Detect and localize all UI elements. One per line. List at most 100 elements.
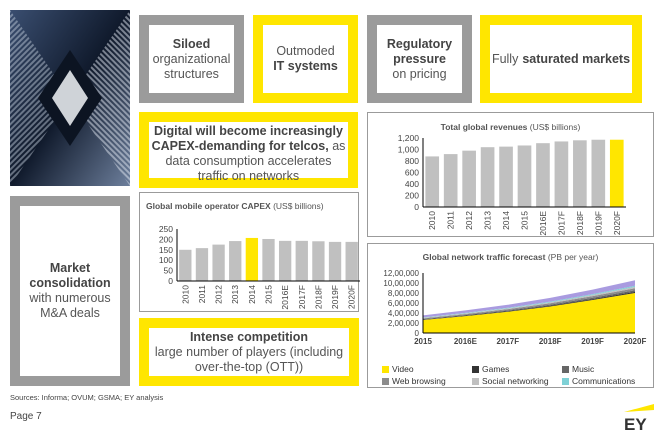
saturated-title: saturated markets <box>522 51 631 66</box>
x-tick-label: 2011 <box>197 285 207 304</box>
bar-2012 <box>462 150 476 207</box>
legend-label: Video <box>392 364 414 374</box>
regulatory-text: on pricing <box>392 66 447 81</box>
x-tick-label: 2018F <box>575 211 585 235</box>
legend-swatch <box>562 366 569 374</box>
x-tick-label: 2010 <box>427 211 437 230</box>
bar-2015 <box>262 238 275 281</box>
legend-item: Games <box>472 364 562 374</box>
legend-item: Web browsing <box>382 376 472 386</box>
y-tick-label: 6,00,000 <box>388 299 420 308</box>
traffic-chart-title: Global network traffic forecast <box>422 252 546 262</box>
digital-text: as data consumption accelerates traffic … <box>165 139 346 183</box>
legend-swatch <box>562 378 569 386</box>
digital-box: Digital will become increasingly CAPEX-d… <box>139 112 358 188</box>
traffic-legend: Video Games Music Web browsing Social networ… <box>382 364 652 386</box>
consolidation-text: with numerous M&A deals <box>29 291 111 320</box>
y-tick-label: 4,00,000 <box>388 309 420 318</box>
building-photo <box>10 10 130 186</box>
y-tick-label: 600 <box>405 168 419 178</box>
legend-item: Social networking <box>472 376 562 386</box>
bar-2010 <box>179 249 192 281</box>
area-other <box>423 280 635 318</box>
x-tick-label: 2017F <box>496 337 519 346</box>
bar-2013 <box>229 241 242 281</box>
capex-chart-title: Global mobile operator CAPEX <box>146 201 271 211</box>
x-tick-label: 2018F <box>539 337 562 346</box>
bar-2016E <box>278 240 292 281</box>
x-tick-label: 2010 <box>180 285 190 304</box>
y-tick-label: 1,200 <box>398 133 420 143</box>
outmoded-title: IT systems <box>273 59 338 73</box>
bar-2012 <box>212 244 225 281</box>
y-tick-label: 200 <box>159 234 173 244</box>
bar-2010 <box>425 156 440 207</box>
x-tick-label: 2020F <box>624 337 647 346</box>
bar-2017F <box>554 141 569 207</box>
y-tick-label: 0 <box>414 202 419 212</box>
y-tick-label: 1,000 <box>398 145 420 155</box>
x-tick-label: 2017F <box>556 211 566 235</box>
saturated-text: Fully <box>491 51 519 66</box>
bar-2014 <box>245 237 259 281</box>
x-tick-label: 2018F <box>313 285 323 309</box>
svg-text:EY: EY <box>624 415 647 432</box>
x-tick-label: 2013 <box>230 285 240 304</box>
legend-swatch <box>472 366 479 374</box>
saturated-box: Fully saturated markets <box>480 15 642 103</box>
bar-2013 <box>480 147 495 207</box>
x-tick-label: 2012 <box>214 285 224 304</box>
x-tick-label: 2020F <box>612 211 622 235</box>
siloed-text: organizational structures <box>152 51 231 81</box>
x-tick-label: 2019F <box>581 337 604 346</box>
x-tick-label: 2016E <box>538 211 548 236</box>
legend-label: Web browsing <box>392 376 446 386</box>
bar-2018F <box>312 241 325 281</box>
legend-swatch <box>382 366 389 374</box>
revenue-chart-title: Total global revenues <box>440 122 528 132</box>
x-tick-label: 2015 <box>264 285 274 304</box>
x-tick-label: 2015 <box>414 337 432 346</box>
y-tick-label: 8,00,000 <box>388 289 420 298</box>
legend-swatch <box>472 378 479 386</box>
bar-2011 <box>195 248 209 281</box>
bar-2011 <box>443 154 458 207</box>
capex-chart: Global mobile operator CAPEX (US$ billio… <box>139 192 360 312</box>
bar-2020F <box>609 139 624 207</box>
y-tick-label: 50 <box>164 266 174 276</box>
y-tick-label: 100 <box>159 255 173 265</box>
legend-label: Music <box>572 364 595 374</box>
bar-2019F <box>328 241 342 281</box>
y-tick-label: 0 <box>168 276 173 286</box>
consolidation-title: Market consolidation <box>29 261 111 290</box>
x-tick-label: 2020F <box>347 285 357 309</box>
outmoded-box: Outmoded IT systems <box>253 15 358 103</box>
siloed-title: Siloed <box>172 36 211 51</box>
page-number: Page 7 <box>10 411 42 422</box>
bar-2016E <box>536 143 550 207</box>
competition-box: Intense competition large number of play… <box>139 318 359 386</box>
x-tick-label: 2013 <box>483 211 493 230</box>
x-tick-label: 2017F <box>297 285 307 309</box>
legend-label: Social networking <box>482 376 549 386</box>
competition-text: large number of players (including over-… <box>154 344 344 374</box>
bar-2015 <box>517 145 532 207</box>
x-tick-label: 2014 <box>501 211 511 230</box>
y-tick-label: 10,00,000 <box>383 279 419 288</box>
revenue-chart-unit: (US$ billions) <box>529 122 581 132</box>
traffic-chart-unit: (PB per year) <box>547 252 599 262</box>
y-tick-label: 150 <box>159 245 173 255</box>
bar-2017F <box>295 240 308 281</box>
y-tick-label: 800 <box>405 156 419 166</box>
capex-chart-unit: (US$ billions) <box>273 201 324 211</box>
outmoded-text: Outmoded <box>276 44 335 58</box>
bar-2018F <box>573 140 587 207</box>
x-tick-label: 2011 <box>446 211 456 230</box>
y-tick-label: 250 <box>159 224 173 234</box>
area-video <box>423 293 635 333</box>
legend-swatch <box>382 378 389 386</box>
bar-2019F <box>591 139 606 207</box>
bar-2020F <box>345 241 358 281</box>
x-tick-label: 2014 <box>247 285 257 304</box>
ey-logo: EY <box>618 402 658 434</box>
